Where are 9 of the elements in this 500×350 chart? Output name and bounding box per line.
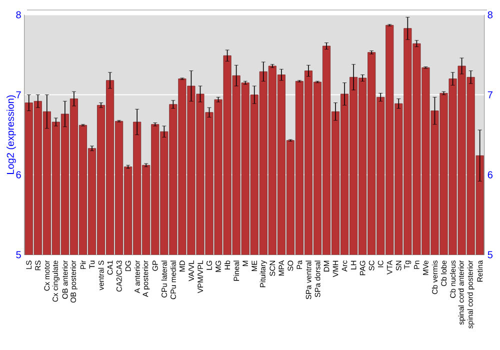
y-axis-title: Log2 (expression) (6, 95, 16, 174)
y2-tick-label: 6 (488, 171, 493, 178)
y-tick-label: 6 (16, 171, 21, 178)
y2-tick-label: 8 (488, 11, 493, 18)
y-tick-label: 5 (16, 251, 21, 258)
y-tick-label: 8 (16, 11, 21, 18)
y2-tick-label: 5 (488, 251, 493, 258)
y2-tick-label: 7 (488, 91, 492, 98)
y-tick-label: 7 (16, 91, 21, 98)
